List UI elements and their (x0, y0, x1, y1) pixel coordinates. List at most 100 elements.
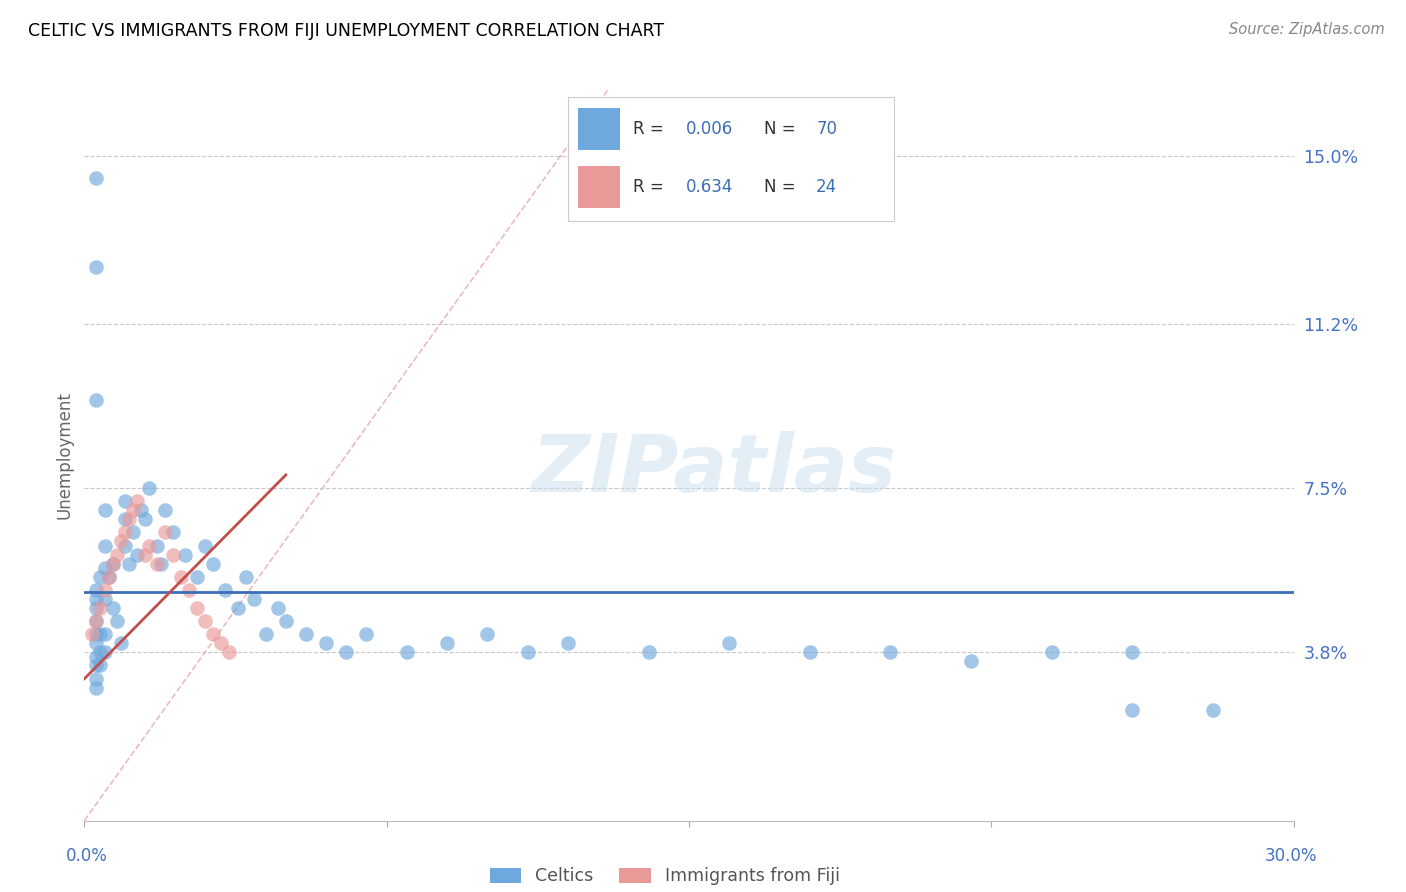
Point (93, 583, 115, 598)
Point (114, 539, 136, 553)
Point (799, 645, 821, 659)
Point (153, 503, 176, 517)
Point (174, 548, 197, 562)
Legend: Celtics, Immigrants from Fiji: Celtics, Immigrants from Fiji (484, 861, 846, 892)
Point (93, 645, 115, 659)
Point (86, 672, 108, 686)
Point (86, 649, 108, 664)
Point (86, 392, 108, 407)
Point (274, 614, 297, 628)
Point (254, 627, 277, 641)
Point (129, 503, 152, 517)
Point (105, 614, 128, 628)
Point (105, 548, 128, 562)
Point (110, 636, 132, 650)
Text: Source: ZipAtlas.com: Source: ZipAtlas.com (1229, 22, 1385, 37)
Point (86, 614, 108, 628)
Point (121, 525, 143, 540)
Text: 0.0%: 0.0% (66, 847, 108, 865)
Point (110, 534, 132, 549)
Point (315, 636, 337, 650)
Point (125, 548, 148, 562)
Point (295, 627, 318, 641)
Point (356, 627, 378, 641)
Point (82, 627, 104, 641)
Text: CELTIC VS IMMIGRANTS FROM FIJI UNEMPLOYMENT CORRELATION CHART: CELTIC VS IMMIGRANTS FROM FIJI UNEMPLOYM… (28, 22, 664, 40)
Point (194, 614, 217, 628)
Point (879, 645, 901, 659)
Point (162, 525, 184, 540)
Point (1202, 703, 1225, 717)
Point (86, 681, 108, 695)
Point (101, 557, 124, 571)
Point (118, 557, 141, 571)
Point (477, 627, 499, 641)
Point (86, 600, 108, 615)
Point (93, 592, 115, 607)
Point (93, 627, 115, 641)
Text: 30.0%: 30.0% (1264, 847, 1317, 865)
Point (146, 557, 169, 571)
Point (718, 636, 741, 650)
Point (93, 561, 115, 575)
Point (149, 557, 172, 571)
Point (186, 570, 208, 584)
Point (557, 636, 579, 650)
Point (93, 539, 115, 553)
Point (89, 645, 111, 659)
Point (179, 583, 201, 598)
Point (194, 539, 217, 553)
Point (267, 600, 290, 615)
Point (86, 592, 108, 607)
Text: ZIPatlas: ZIPatlas (530, 431, 896, 508)
Point (134, 512, 156, 526)
Point (125, 494, 148, 508)
Point (218, 645, 240, 659)
Point (86, 260, 108, 274)
Point (114, 512, 136, 526)
Point (86, 583, 108, 598)
Point (209, 636, 232, 650)
Point (114, 525, 136, 540)
Point (86, 627, 108, 641)
Point (86, 636, 108, 650)
Point (93, 503, 115, 517)
Point (114, 494, 136, 508)
Point (960, 654, 983, 668)
Point (97, 570, 120, 584)
Point (202, 627, 225, 641)
Point (89, 570, 111, 584)
Point (1121, 645, 1143, 659)
Point (89, 600, 111, 615)
Point (170, 570, 193, 584)
Point (186, 600, 208, 615)
Point (335, 645, 357, 659)
Point (242, 592, 264, 607)
Point (97, 570, 120, 584)
Point (121, 503, 143, 517)
Point (162, 548, 184, 562)
Point (138, 539, 160, 553)
Point (101, 600, 124, 615)
Point (1040, 645, 1063, 659)
Point (637, 645, 659, 659)
Point (134, 548, 156, 562)
Point (235, 570, 257, 584)
Point (89, 627, 111, 641)
Point (153, 525, 176, 540)
Point (86, 614, 108, 628)
Point (138, 481, 160, 495)
Point (118, 512, 141, 526)
Point (146, 539, 169, 553)
Point (89, 658, 111, 673)
Point (86, 658, 108, 673)
Point (214, 583, 236, 598)
Point (86, 170, 108, 185)
Point (395, 645, 418, 659)
Y-axis label: Unemployment: Unemployment (55, 391, 73, 519)
Point (202, 557, 225, 571)
Point (1121, 703, 1143, 717)
Point (436, 636, 458, 650)
Point (101, 557, 124, 571)
Point (226, 600, 249, 615)
